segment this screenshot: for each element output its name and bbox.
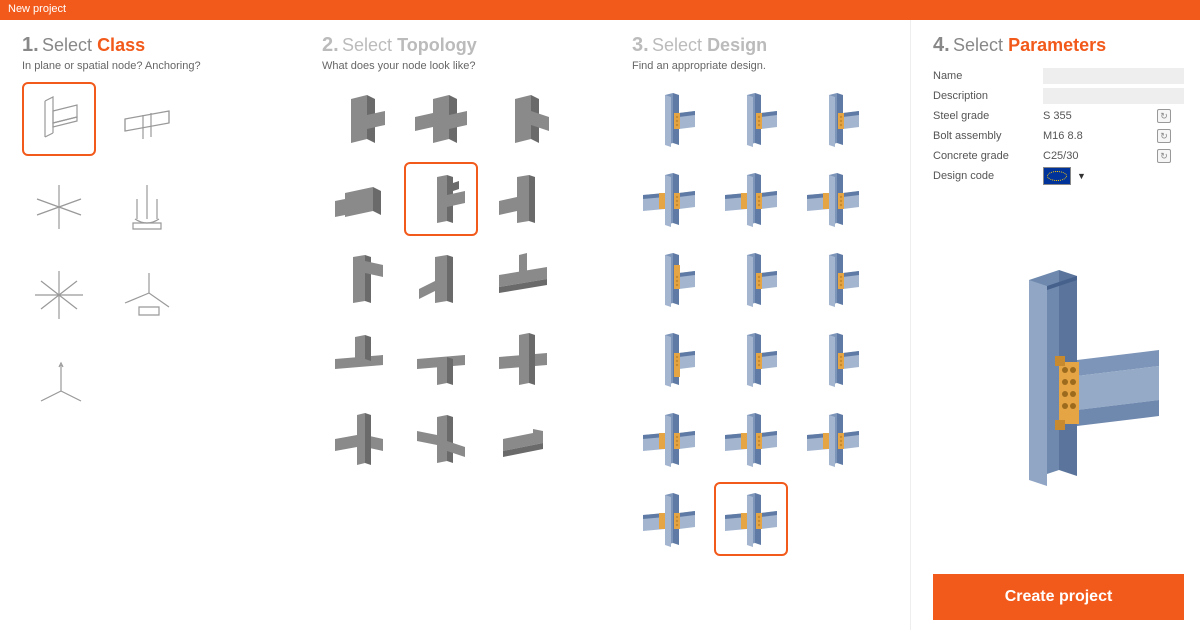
reload-icon[interactable]: ↻ [1157, 109, 1171, 123]
bolt-value[interactable]: M16 8.8 [1043, 130, 1153, 142]
topology-grid [322, 82, 594, 476]
topology-tile-t12[interactable] [322, 402, 396, 476]
topology-tile-t7[interactable] [404, 242, 478, 316]
topology-tile-t14[interactable] [486, 402, 560, 476]
step-design-sub: Find an appropriate design. [632, 60, 894, 72]
class-tile-truss-plate[interactable] [110, 258, 184, 332]
concrete-label: Concrete grade [933, 150, 1043, 162]
topology-tile-t10[interactable] [404, 322, 478, 396]
code-label: Design code [933, 170, 1043, 182]
desc-label: Description [933, 90, 1043, 102]
step-design-head: 3. Select Design [632, 34, 894, 57]
design-tile-d10[interactable] [714, 322, 788, 396]
step-design: 3. Select Design Find an appropriate des… [610, 20, 910, 630]
step-class-sub: In plane or spatial node? Anchoring? [22, 60, 284, 72]
wizard: 1. Select Class In plane or spatial node… [0, 20, 1200, 630]
class-tile-star-spatial[interactable] [22, 170, 96, 244]
design-tile-d9[interactable] [632, 322, 706, 396]
design-tile-d14[interactable] [796, 402, 870, 476]
class-tile-axes[interactable] [22, 346, 96, 420]
design-tile-d7[interactable] [714, 242, 788, 316]
topology-tile-t0[interactable] [322, 82, 396, 156]
topology-tile-t6[interactable] [322, 242, 396, 316]
design-tile-d6[interactable] [632, 242, 706, 316]
connection-preview [933, 186, 1184, 574]
design-tile-d12[interactable] [632, 402, 706, 476]
design-tile-d5[interactable] [796, 162, 870, 236]
reload-icon[interactable]: ↻ [1157, 149, 1171, 163]
steel-label: Steel grade [933, 110, 1043, 122]
topology-tile-t2[interactable] [486, 82, 560, 156]
design-tile-d8[interactable] [796, 242, 870, 316]
design-tile-d2[interactable] [796, 82, 870, 156]
design-tile-d11[interactable] [796, 322, 870, 396]
design-tile-d16[interactable] [714, 482, 788, 556]
design-tile-d1[interactable] [714, 82, 788, 156]
reload-icon[interactable]: ↻ [1157, 129, 1171, 143]
step-params-head: 4. Select Parameters [933, 34, 1184, 57]
preview-svg [959, 270, 1159, 490]
design-grid [632, 82, 894, 556]
name-input[interactable] [1043, 68, 1184, 84]
topology-tile-t11[interactable] [486, 322, 560, 396]
step-topology-head: 2. Select Topology [322, 34, 594, 57]
design-tile-d3[interactable] [632, 162, 706, 236]
topology-tile-t3[interactable] [322, 162, 396, 236]
step-class: 1. Select Class In plane or spatial node… [0, 20, 300, 630]
chevron-down-icon: ▼ [1077, 171, 1086, 181]
steel-value[interactable]: S 355 [1043, 110, 1153, 122]
class-tile-cross-spatial[interactable] [22, 258, 96, 332]
design-tile-d0[interactable] [632, 82, 706, 156]
topology-tile-t13[interactable] [404, 402, 478, 476]
params-form: Name Description Steel gradeS 355 ↻ Bolt … [933, 66, 1184, 186]
topology-tile-t5[interactable] [486, 162, 560, 236]
topology-tile-t4[interactable] [404, 162, 478, 236]
class-tile-beam-planar[interactable] [110, 82, 184, 156]
step-topology-sub: What does your node look like? [322, 60, 594, 72]
class-tile-frame-planar[interactable] [22, 82, 96, 156]
design-tile-d4[interactable] [714, 162, 788, 236]
step-class-head: 1. Select Class [22, 34, 284, 57]
titlebar: New project [0, 0, 1200, 20]
topology-tile-t8[interactable] [486, 242, 560, 316]
eu-flag-icon [1043, 167, 1071, 185]
concrete-value[interactable]: C25/30 [1043, 150, 1153, 162]
design-tile-d15[interactable] [632, 482, 706, 556]
design-tile-d13[interactable] [714, 402, 788, 476]
create-project-button[interactable]: Create project [933, 574, 1184, 620]
name-label: Name [933, 70, 1043, 82]
class-grid [22, 82, 284, 420]
class-tile-anchor-base[interactable] [110, 170, 184, 244]
desc-input[interactable] [1043, 88, 1184, 104]
step-topology: 2. Select Topology What does your node l… [300, 20, 610, 630]
step-params: 4. Select Parameters Name Description St… [910, 20, 1200, 630]
bolt-label: Bolt assembly [933, 130, 1043, 142]
topology-tile-t9[interactable] [322, 322, 396, 396]
topology-tile-t1[interactable] [404, 82, 478, 156]
design-code-select[interactable]: ▼ [1043, 167, 1086, 185]
